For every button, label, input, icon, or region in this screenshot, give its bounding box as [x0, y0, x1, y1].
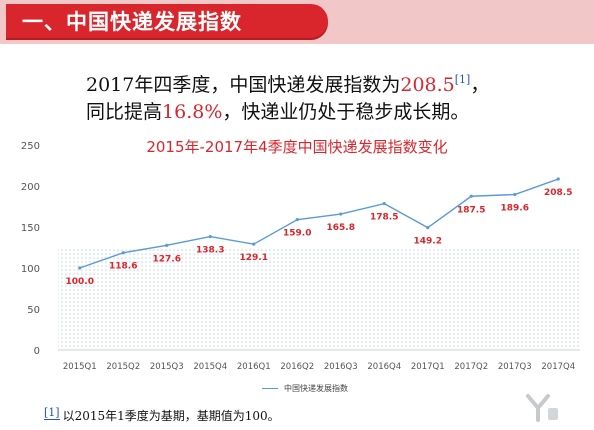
data-point	[382, 202, 386, 206]
data-point	[556, 177, 560, 181]
data-label: 159.0	[283, 229, 311, 239]
x-tick-label: 2015Q2	[106, 362, 140, 372]
growth-value: 16.8%	[162, 101, 223, 123]
index-value: 208.5	[400, 74, 455, 96]
data-point	[469, 194, 473, 198]
legend-line-swatch	[262, 388, 278, 389]
data-label: 187.5	[457, 205, 485, 215]
headline-line-2: 同比提高16.8%，快递业仍处于稳步成长期。	[86, 99, 586, 126]
x-tick-label: 2015Q3	[150, 362, 184, 372]
data-label: 138.3	[196, 246, 224, 256]
x-tick-label: 2016Q1	[237, 362, 271, 372]
data-label: 100.0	[66, 277, 94, 287]
x-tick-label: 2015Q4	[193, 362, 227, 372]
x-tick-label: 2017Q1	[411, 362, 445, 372]
data-label: 118.6	[109, 262, 137, 272]
data-label: 149.2	[414, 237, 442, 247]
headline-text: 2017年四季度，中国快递发展指数为	[86, 74, 401, 96]
x-tick-label: 2017Q3	[498, 362, 532, 372]
headline: 2017年四季度，中国快递发展指数为208.5[1]， 同比提高16.8%，快递…	[86, 66, 586, 126]
headline-text: ，快递业仍处于稳步成长期。	[222, 101, 470, 123]
section-banner: 一、中国快递发展指数	[0, 0, 594, 44]
footnote-text: 以2015年1季度为基期，基期值为100。	[62, 409, 280, 423]
x-tick-label: 2016Q3	[324, 362, 358, 372]
headline-line-1: 2017年四季度，中国快递发展指数为208.5[1]，	[86, 66, 586, 99]
data-point	[339, 212, 343, 216]
data-label: 129.1	[240, 253, 268, 263]
footnote: [1] 以2015年1季度为基期，基期值为100。	[44, 406, 280, 424]
data-point	[165, 243, 169, 247]
data-point	[252, 242, 256, 246]
x-tick-label: 2016Q4	[367, 362, 401, 372]
banner-pill	[6, 4, 328, 38]
data-label: 127.6	[153, 254, 181, 264]
plot-background-pattern	[58, 247, 580, 350]
data-label: 208.5	[544, 188, 572, 198]
chart-legend: 中国快递发展指数	[262, 383, 348, 394]
chart-title: 2015年-2017年4季度中国快递发展指数变化	[146, 138, 448, 156]
data-point	[208, 234, 212, 239]
x-tick-label: 2016Q2	[280, 362, 314, 372]
y-tick-label: 50	[27, 305, 40, 316]
data-point	[78, 266, 82, 270]
x-tick-label: 2015Q1	[63, 362, 97, 372]
x-tick-label: 2017Q4	[541, 362, 575, 372]
y-tick-label: 250	[21, 141, 40, 152]
y-tick-label: 150	[21, 223, 40, 234]
watermark-logo-icon	[526, 394, 558, 422]
data-point	[513, 192, 517, 197]
legend-label: 中国快递发展指数	[284, 384, 348, 393]
y-tick-label: 0	[34, 346, 40, 357]
data-point	[295, 218, 299, 222]
data-label: 165.8	[327, 223, 355, 233]
x-tick-label: 2017Q2	[454, 362, 488, 372]
data-label: 178.5	[370, 213, 398, 223]
footnote-ref[interactable]: [1]	[44, 406, 60, 420]
y-tick-label: 100	[21, 264, 40, 275]
footnote-ref-link[interactable]: [1]	[454, 73, 471, 86]
y-tick-label: 200	[21, 182, 40, 193]
data-label: 189.6	[501, 204, 529, 214]
headline-text: ，	[470, 74, 490, 96]
section-title: 一、中国快递发展指数	[22, 10, 242, 34]
headline-text: 同比提高	[86, 101, 163, 123]
series-line	[79, 178, 559, 269]
data-point	[121, 251, 125, 255]
data-point	[426, 226, 430, 230]
